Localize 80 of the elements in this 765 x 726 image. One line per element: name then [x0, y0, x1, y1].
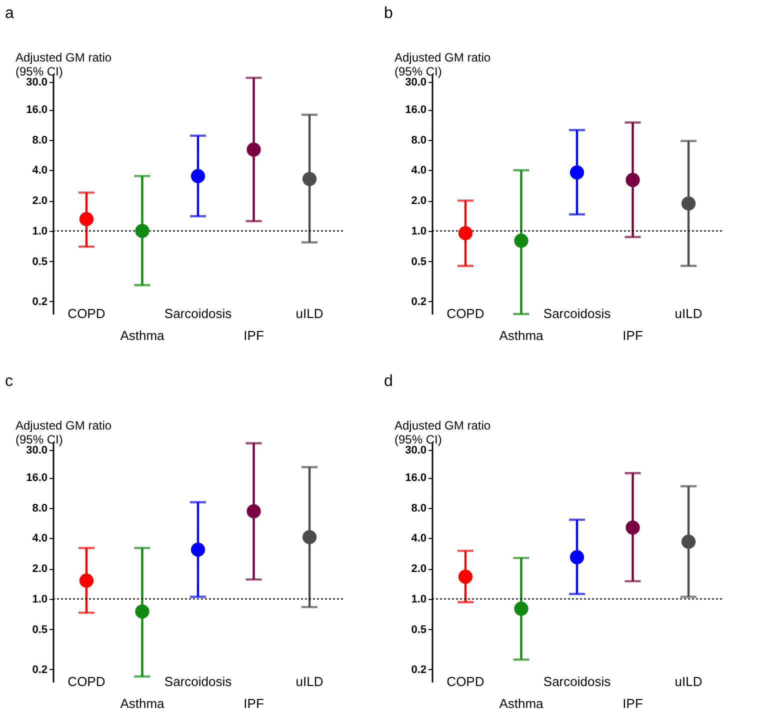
chart-title: b	[384, 5, 393, 22]
y-tick-label: 0.2	[411, 664, 426, 676]
point	[570, 165, 584, 180]
x-tick-label: Asthma	[120, 696, 166, 711]
x-tick-label: Asthma	[120, 328, 166, 343]
y-tick-label: 30.0	[26, 76, 48, 88]
x-tick-label: Sarcoidosis	[543, 674, 612, 689]
y-tick-label: 8.0	[32, 502, 48, 514]
chart-title: c	[5, 373, 13, 390]
x-tick-label: IPF	[244, 328, 264, 343]
y-tick-label: 4.0	[32, 532, 48, 545]
y-axis-title: Adjusted GM ratio (95% CI)	[394, 50, 491, 78]
y-tick-label: 2.0	[32, 563, 48, 576]
y-tick-label: 4.0	[411, 532, 426, 545]
y-tick-label: 1.0	[32, 593, 48, 606]
point	[458, 226, 473, 240]
y-tick-label: 0.2	[32, 296, 48, 308]
y-tick-label: 16.0	[405, 104, 426, 116]
point	[626, 172, 640, 188]
x-tick-label: Sarcoidosis	[164, 306, 232, 321]
y-tick-label: 30.0	[405, 76, 426, 88]
x-tick-label: COPD	[68, 306, 106, 321]
y-tick-label: 4.0	[32, 164, 48, 177]
y-tick-label: 1.0	[411, 593, 426, 606]
y-tick-label: 4.0	[411, 164, 426, 177]
point	[79, 574, 94, 588]
chart-title: a	[5, 5, 14, 22]
y-tick-label: 2.0	[32, 195, 48, 208]
point	[302, 530, 317, 544]
y-tick-label: 0.2	[411, 296, 426, 308]
y-tick-label: 2.0	[411, 563, 426, 576]
chart-title: d	[384, 373, 393, 390]
x-tick-label: IPF	[622, 696, 643, 711]
point	[626, 520, 640, 535]
x-tick-label: Asthma	[499, 696, 544, 711]
point	[190, 169, 206, 184]
y-tick-label: 8.0	[411, 134, 426, 146]
y-axis-title: Adjusted GM ratio (95% CI)	[394, 418, 491, 446]
point	[246, 504, 261, 518]
y-tick-label: 0.5	[411, 256, 426, 268]
point	[514, 234, 528, 248]
y-axis-title: Adjusted GM ratio (95% CI)	[16, 50, 112, 78]
y-tick-label: 2.0	[411, 195, 426, 208]
point	[190, 542, 206, 557]
x-tick-label: Sarcoidosis	[543, 306, 612, 321]
point	[681, 196, 696, 211]
x-tick-label: Asthma	[499, 328, 544, 343]
y-tick-label: 0.5	[411, 624, 426, 636]
point	[246, 142, 261, 157]
point	[681, 534, 696, 549]
point	[570, 550, 584, 564]
point	[135, 604, 150, 619]
x-tick-label: COPD	[446, 674, 484, 689]
point	[514, 602, 528, 616]
y-tick-label: 16.0	[26, 472, 48, 484]
point	[79, 212, 94, 226]
x-tick-label: Sarcoidosis	[164, 674, 232, 689]
point	[135, 224, 150, 238]
y-tick-label: 30.0	[405, 444, 426, 456]
x-tick-label: IPF	[622, 328, 643, 343]
point	[302, 172, 317, 186]
y-tick-label: 16.0	[405, 472, 426, 484]
x-tick-label: uILD	[296, 674, 324, 689]
x-tick-label: uILD	[296, 306, 324, 321]
y-tick-label: 0.2	[32, 664, 48, 676]
x-tick-label: COPD	[446, 306, 484, 321]
y-tick-label: 1.0	[32, 225, 48, 238]
y-tick-label: 16.0	[26, 104, 48, 116]
y-tick-label: 8.0	[411, 502, 426, 514]
x-tick-label: COPD	[68, 674, 106, 689]
point	[458, 570, 473, 584]
y-tick-label: 0.5	[32, 624, 48, 636]
y-axis-title: Adjusted GM ratio (95% CI)	[16, 418, 112, 446]
y-tick-label: 30.0	[26, 444, 48, 456]
x-tick-label: IPF	[244, 696, 264, 711]
y-tick-label: 8.0	[32, 134, 48, 146]
y-tick-label: 0.5	[32, 256, 48, 268]
x-tick-label: uILD	[674, 674, 702, 689]
x-tick-label: uILD	[674, 306, 702, 321]
y-tick-label: 1.0	[411, 225, 426, 238]
